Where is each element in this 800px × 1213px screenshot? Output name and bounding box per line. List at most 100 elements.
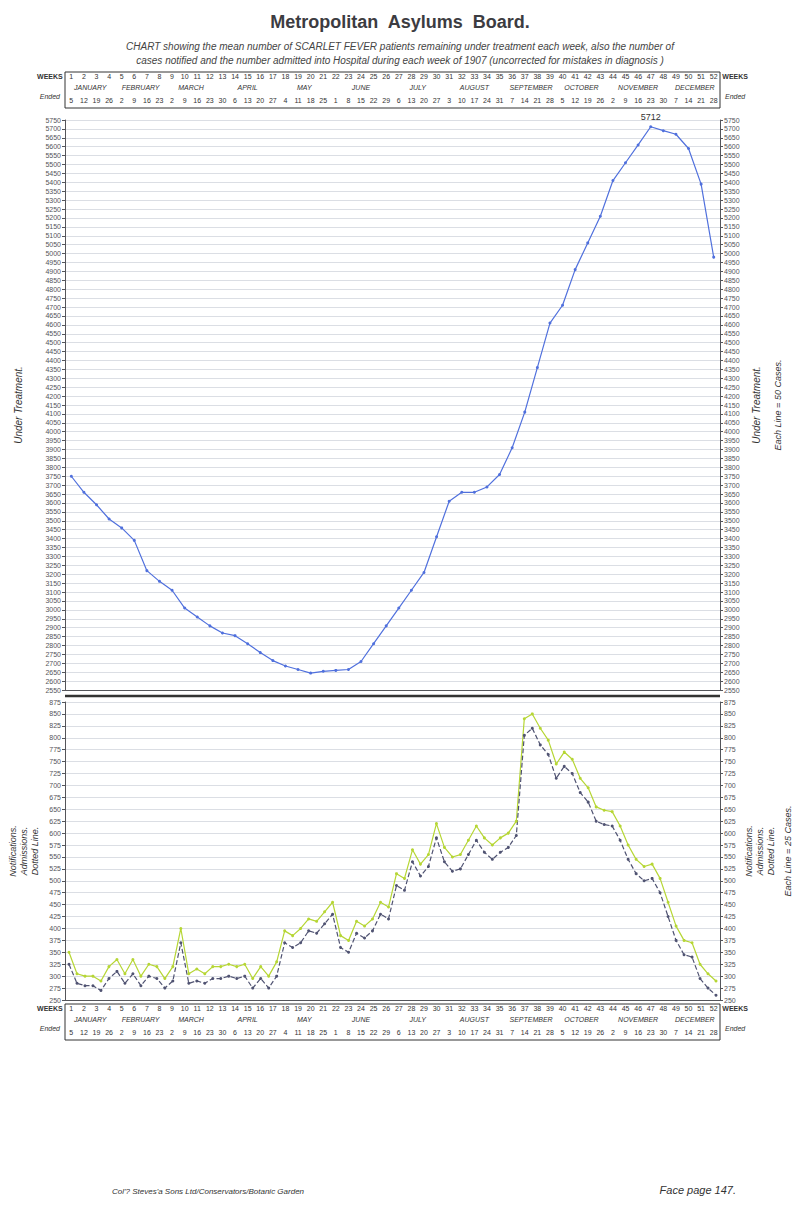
- svg-text:20: 20: [307, 1005, 315, 1012]
- svg-text:19: 19: [294, 1005, 302, 1012]
- svg-text:4900: 4900: [45, 268, 61, 275]
- svg-text:5500: 5500: [45, 161, 61, 168]
- svg-text:16: 16: [256, 1005, 264, 1012]
- svg-text:4450: 4450: [45, 348, 61, 355]
- svg-text:19: 19: [584, 1029, 592, 1036]
- svg-text:19: 19: [93, 1029, 101, 1036]
- svg-text:5: 5: [69, 1029, 73, 1036]
- svg-text:4050: 4050: [45, 419, 61, 426]
- svg-text:23: 23: [156, 97, 164, 104]
- svg-text:5: 5: [120, 1005, 124, 1012]
- svg-text:3150: 3150: [724, 580, 740, 587]
- svg-text:2900: 2900: [45, 624, 61, 631]
- svg-text:3: 3: [447, 1029, 451, 1036]
- svg-text:325: 325: [724, 961, 736, 968]
- svg-text:5600: 5600: [45, 143, 61, 150]
- svg-text:4: 4: [283, 97, 287, 104]
- svg-text:5750: 5750: [724, 117, 740, 124]
- svg-text:27: 27: [269, 97, 277, 104]
- svg-text:5650: 5650: [724, 134, 740, 141]
- svg-text:Ended: Ended: [725, 93, 746, 100]
- svg-text:AUGUST: AUGUST: [459, 1016, 490, 1023]
- svg-text:9: 9: [183, 97, 187, 104]
- svg-text:3: 3: [447, 97, 451, 104]
- svg-text:3800: 3800: [724, 464, 740, 471]
- svg-text:Each Line = 50 Cases.: Each Line = 50 Cases.: [773, 360, 783, 451]
- svg-text:11: 11: [294, 1029, 301, 1036]
- svg-text:2: 2: [611, 1029, 615, 1036]
- svg-text:825: 825: [49, 722, 61, 729]
- svg-text:4300: 4300: [45, 375, 61, 382]
- svg-text:5050: 5050: [724, 241, 740, 248]
- svg-text:2: 2: [120, 97, 124, 104]
- svg-text:33: 33: [470, 1005, 478, 1012]
- svg-text:13: 13: [219, 73, 227, 80]
- svg-text:MAY: MAY: [297, 1016, 313, 1023]
- svg-text:2700: 2700: [45, 660, 61, 667]
- svg-text:28: 28: [546, 1029, 554, 1036]
- svg-text:25: 25: [319, 97, 327, 104]
- svg-text:14: 14: [521, 97, 529, 104]
- svg-text:4550: 4550: [45, 330, 61, 337]
- svg-text:21: 21: [319, 73, 327, 80]
- svg-text:13: 13: [407, 97, 415, 104]
- svg-text:13: 13: [219, 1005, 227, 1012]
- svg-text:375: 375: [49, 937, 61, 944]
- svg-text:4400: 4400: [45, 357, 61, 364]
- svg-text:8: 8: [158, 73, 162, 80]
- svg-text:Metropolitan Asylums Board.: Metropolitan Asylums Board.: [270, 12, 529, 32]
- svg-text:27: 27: [395, 73, 403, 80]
- svg-text:2750: 2750: [45, 651, 61, 658]
- svg-text:39: 39: [546, 73, 554, 80]
- svg-text:4650: 4650: [724, 312, 740, 319]
- svg-text:CHART showing the mean number: CHART showing the mean number of SCARLET…: [126, 41, 675, 52]
- svg-text:45: 45: [622, 1005, 630, 1012]
- svg-text:26: 26: [596, 97, 604, 104]
- svg-text:Dotted Line.: Dotted Line.: [30, 827, 40, 876]
- svg-text:WEEKS: WEEKS: [722, 1005, 748, 1012]
- svg-text:7: 7: [674, 1029, 678, 1036]
- svg-text:3550: 3550: [724, 508, 740, 515]
- svg-text:5450: 5450: [45, 170, 61, 177]
- svg-text:Notifications.: Notifications.: [744, 825, 754, 877]
- svg-text:19: 19: [584, 97, 592, 104]
- svg-text:2800: 2800: [45, 642, 61, 649]
- svg-text:4250: 4250: [724, 384, 740, 391]
- svg-text:3100: 3100: [724, 589, 740, 596]
- svg-text:9: 9: [624, 1029, 628, 1036]
- svg-text:33: 33: [470, 73, 478, 80]
- svg-text:4400: 4400: [724, 357, 740, 364]
- svg-text:3450: 3450: [724, 526, 740, 533]
- svg-text:500: 500: [49, 877, 61, 884]
- svg-text:5200: 5200: [45, 214, 61, 221]
- svg-text:5500: 5500: [724, 161, 740, 168]
- svg-text:2850: 2850: [724, 633, 740, 640]
- svg-text:13: 13: [244, 97, 252, 104]
- svg-text:14: 14: [685, 1029, 693, 1036]
- svg-text:4900: 4900: [724, 268, 740, 275]
- svg-text:47: 47: [647, 1005, 655, 1012]
- svg-text:32: 32: [458, 1005, 466, 1012]
- svg-text:4850: 4850: [45, 277, 61, 284]
- svg-text:5450: 5450: [724, 170, 740, 177]
- svg-text:25: 25: [319, 1029, 327, 1036]
- svg-text:20: 20: [420, 1029, 428, 1036]
- svg-text:1: 1: [69, 73, 73, 80]
- svg-text:6: 6: [233, 97, 237, 104]
- svg-text:525: 525: [724, 865, 736, 872]
- svg-text:WEEKS: WEEKS: [722, 73, 748, 80]
- svg-text:4100: 4100: [724, 410, 740, 417]
- svg-text:4600: 4600: [45, 321, 61, 328]
- svg-text:3850: 3850: [45, 455, 61, 462]
- svg-text:3100: 3100: [45, 589, 61, 596]
- svg-text:10: 10: [181, 73, 189, 80]
- svg-text:MAY: MAY: [297, 84, 313, 91]
- svg-text:12: 12: [571, 97, 579, 104]
- svg-text:5400: 5400: [45, 179, 61, 186]
- svg-text:19: 19: [294, 73, 302, 80]
- svg-text:30: 30: [659, 97, 667, 104]
- svg-text:31: 31: [496, 1029, 504, 1036]
- svg-text:16: 16: [634, 97, 642, 104]
- svg-text:250: 250: [724, 997, 736, 1004]
- svg-text:625: 625: [724, 818, 736, 825]
